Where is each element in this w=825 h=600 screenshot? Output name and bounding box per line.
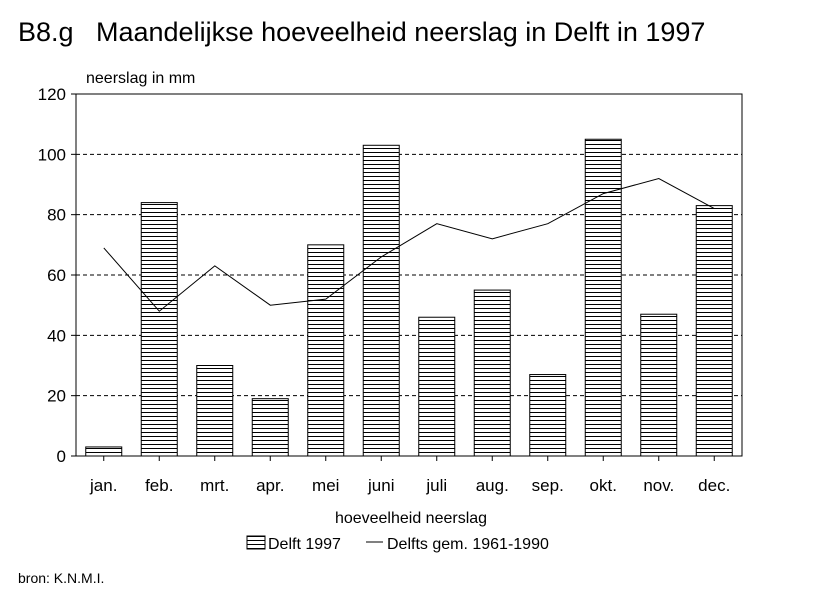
chart-title: Maandelijkse hoeveelheid neerslag in Del… [96,17,705,47]
gridlines [76,153,742,397]
x-axis-label: hoeveelheid neerslag [335,510,487,527]
y-tick-label: 0 [57,447,66,466]
y-tick-label: 40 [47,326,66,345]
legend-swatch-bar [246,535,266,550]
x-tick-label: apr. [256,476,284,495]
figure-label: B8.g [18,17,74,47]
y-tick-label: 80 [47,206,66,225]
bar-juni [362,144,400,457]
y-tick-label: 120 [38,85,66,104]
plot-frame [75,93,743,457]
x-tick-label: feb. [145,476,173,495]
x-tick-label: juli [425,476,447,495]
line-delfts-gemiddelde [103,177,715,312]
y-tick-label: 60 [47,266,66,285]
x-tick-label: dec. [698,476,730,495]
x-tick-label: jan. [89,476,117,495]
legend-label-line: Delfts gem. 1961-1990 [387,536,549,553]
bars-delft-1997 [85,138,733,457]
bar-mrt [196,365,234,457]
bar-jan [85,446,123,457]
series-line-gemiddelde [103,177,715,312]
bar-nov [640,313,678,457]
source-note: bron: K.N.M.I. [18,570,104,586]
x-tick-label: sep. [532,476,564,495]
y-tick-label: 20 [47,387,66,406]
legend-label-bar: Delft 1997 [268,536,341,553]
x-tick-label: juni [367,476,394,495]
bar-sep [529,374,567,457]
x-tick-label: mrt. [200,476,229,495]
bar-aug [473,289,511,457]
x-tick-label: okt. [590,476,617,495]
bar-mei [307,244,345,457]
x-tick-label: mei [312,476,339,495]
y-axis-label: neerslag in mm [86,70,195,87]
x-tick-label: nov. [643,476,674,495]
bar-apr [251,398,289,457]
bar-dec [695,205,733,457]
bar-feb [140,202,178,457]
x-tick-labels: jan. feb. mrt. apr. mei juni juli aug. sep. okt. n… [89,456,730,495]
bar-okt [584,138,622,457]
legend: Delft 1997 Delfts gem. 1961-1990 [246,535,549,553]
y-tick-label: 100 [38,145,66,164]
bar-juli [418,316,456,457]
x-tick-label: aug. [476,476,509,495]
y-tick-labels: 0 20 40 60 80 100 120 [38,85,76,466]
